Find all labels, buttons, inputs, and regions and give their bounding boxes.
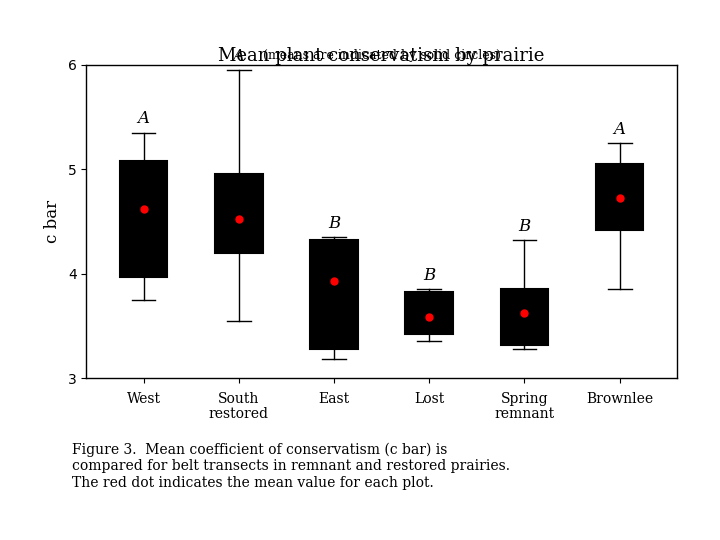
Text: A: A xyxy=(233,48,245,65)
PathPatch shape xyxy=(215,174,263,253)
Text: A: A xyxy=(613,121,626,138)
Text: B: B xyxy=(518,218,531,235)
Text: B: B xyxy=(423,267,436,284)
Title: Mean plant conservatism by prairie: Mean plant conservatism by prairie xyxy=(218,47,545,65)
Text: remnant: remnant xyxy=(495,407,554,421)
Text: restored: restored xyxy=(209,407,269,421)
Text: South: South xyxy=(218,392,259,406)
Text: East: East xyxy=(318,392,349,406)
Text: Figure 3.  Mean coefficient of conservatism (c bar) is
compared for belt transec: Figure 3. Mean coefficient of conservati… xyxy=(72,443,510,490)
Text: (means are indicated by solid circles): (means are indicated by solid circles) xyxy=(263,49,500,62)
PathPatch shape xyxy=(120,161,167,276)
Text: Lost: Lost xyxy=(414,392,444,406)
Text: B: B xyxy=(328,215,340,232)
PathPatch shape xyxy=(500,289,548,345)
PathPatch shape xyxy=(596,164,644,230)
Y-axis label: c bar: c bar xyxy=(44,200,61,243)
PathPatch shape xyxy=(405,292,453,334)
Text: Spring: Spring xyxy=(500,392,548,406)
Text: Brownlee: Brownlee xyxy=(586,392,653,406)
Text: A: A xyxy=(138,111,150,127)
Text: West: West xyxy=(127,392,161,406)
PathPatch shape xyxy=(310,240,358,349)
